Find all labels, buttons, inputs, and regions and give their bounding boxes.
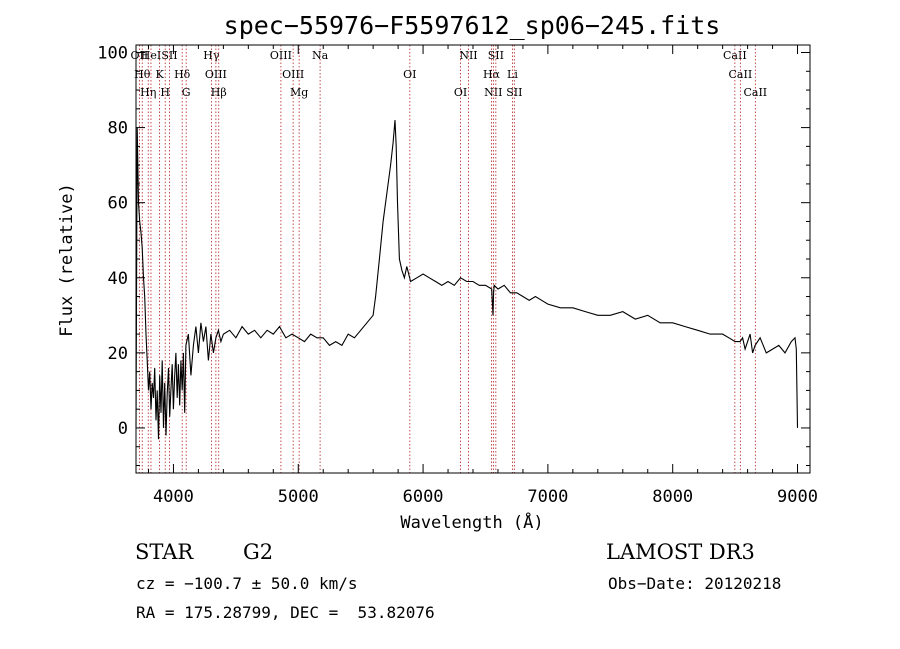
cz-value: cz = −100.7 ± 50.0 km/s xyxy=(136,574,358,593)
line-label: CaII xyxy=(729,68,753,81)
y-tick-label: 40 xyxy=(108,269,128,289)
line-label: Hγ xyxy=(203,49,220,62)
line-label: SII xyxy=(161,49,177,62)
line-label: H xyxy=(160,86,170,99)
coordinates: RA = 175.28799, DEC = 53.82076 xyxy=(136,603,435,622)
line-label: NII xyxy=(484,86,502,99)
line-label: CaII xyxy=(743,86,767,99)
x-tick-label: 8000 xyxy=(652,487,693,507)
survey-name: LAMOST DR3 xyxy=(606,540,755,564)
y-tick-label: 100 xyxy=(97,44,128,64)
chart-title: spec−55976−F5597612_sp06−245.fits xyxy=(224,11,721,40)
star-class-label: STAR xyxy=(135,540,194,564)
line-label: Hη xyxy=(140,86,156,99)
line-label: HeI xyxy=(141,49,161,62)
y-tick-label: 20 xyxy=(108,344,128,364)
y-tick-label: 80 xyxy=(108,119,128,139)
line-label: Hβ xyxy=(211,86,227,99)
line-label: OIII xyxy=(205,68,227,81)
line-label: CaII xyxy=(723,49,747,62)
y-axis: 0 20 40 60 80 100 xyxy=(97,44,810,466)
line-label: OIII xyxy=(270,49,292,62)
line-label: SII xyxy=(506,86,522,99)
spectrum-chart: spec−55976−F5597612_sp06−245.fits OIIHθH… xyxy=(57,11,818,533)
x-tick-label: 9000 xyxy=(777,487,818,507)
star-subclass: G2 xyxy=(243,540,274,564)
line-label: NII xyxy=(459,49,477,62)
line-label: SII xyxy=(488,49,504,62)
line-label: G xyxy=(182,86,191,99)
line-label: Hα xyxy=(483,68,501,81)
line-label: Hδ xyxy=(174,68,191,81)
obs-date: Obs−Date: 20120218 xyxy=(608,574,782,593)
x-tick-label: 7000 xyxy=(527,487,568,507)
x-tick-label: 5000 xyxy=(278,487,319,507)
x-tick-label: 4000 xyxy=(153,487,194,507)
line-label: Li xyxy=(507,68,518,81)
line-label: Na xyxy=(312,49,329,62)
x-axis-label: Wavelength (Å) xyxy=(400,511,543,533)
emission-line-markers: OIIHθHηHeIKHSIIHδGHγOIIIHβOIIIOIIIMgNaOI… xyxy=(131,45,767,473)
spectrum-line xyxy=(135,120,799,440)
plot-frame xyxy=(135,44,811,474)
line-label: OIII xyxy=(282,68,304,81)
y-axis-label: Flux (relative) xyxy=(57,183,77,337)
line-label: OI xyxy=(403,68,416,81)
line-label: OI xyxy=(454,86,467,99)
x-axis: 4000 5000 6000 7000 8000 9000 xyxy=(147,45,818,507)
y-tick-label: 60 xyxy=(108,194,128,214)
x-tick-label: 6000 xyxy=(403,487,444,507)
line-label: Mg xyxy=(290,86,308,99)
y-tick-label: 0 xyxy=(118,419,128,439)
line-label: K xyxy=(155,68,164,81)
